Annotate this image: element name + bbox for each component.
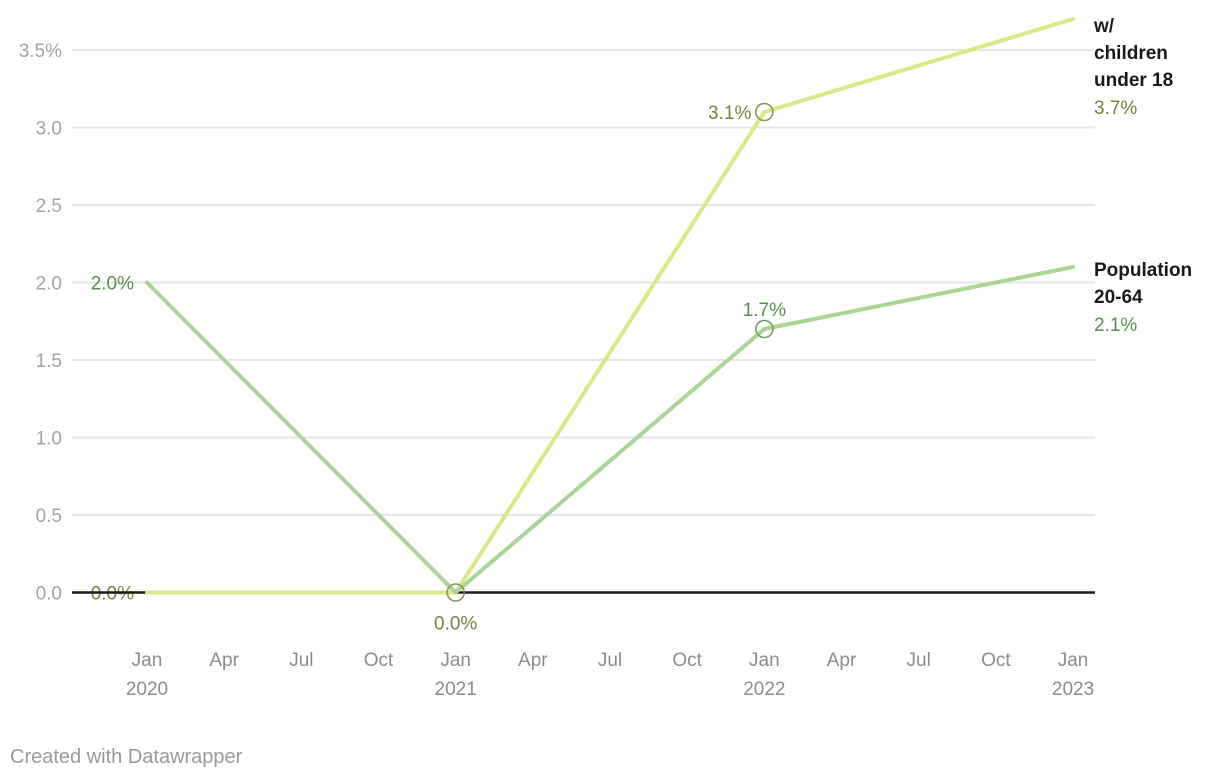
y-tick-label: 1.0 [36,429,62,450]
series-label-population-20-64: Population 20-64 2.1% [1094,257,1212,339]
series-label-children-under-18: w/ children under 18 3.7% [1094,13,1186,122]
x-tick-year: 2020 [126,679,168,700]
point-marker-children-under-18 [446,583,465,602]
line-children-under-18 [145,17,1076,595]
x-tick-month: Oct [981,650,1011,671]
point-marker-children-under-18 [755,102,774,122]
line-chart: 0.0 0.5 1.0 1.5 2.0 2.5 3.0 3.5% 0.0% 0.0% 3.1% 2.0… [19,17,1095,700]
x-tick-year: 2021 [435,679,477,700]
series-end-value-population-20-64: 2.1% [1094,315,1138,336]
series-name-children-under-18: w/ children under 18 [1094,16,1174,91]
point-label: 3.1% [708,103,751,124]
x-tick-month: Apr [827,650,857,671]
x-tick-month: Jan [1058,650,1089,671]
x-tick-month: Jan [749,650,780,671]
series-name-population-20-64: Population 20-64 [1094,260,1193,308]
point-label: 0.0% [91,584,134,605]
y-tick-label: 2.0 [36,274,62,295]
x-tick-month: Jul [907,650,931,671]
x-tick-month: Oct [672,650,702,671]
x-tick-month: Apr [518,650,548,671]
y-tick-label: 2.5 [36,196,62,217]
point-label: 1.7% [743,300,786,321]
x-tick-month: Jan [132,650,163,671]
line-population-20-64 [145,265,1076,595]
x-tick-year: 2022 [743,679,785,700]
x-tick-month: Oct [364,650,394,671]
x-tick-month: Jul [598,650,622,671]
y-tick-label: 1.5 [36,351,62,372]
y-tick-label: 3.5% [19,41,62,62]
y-tick-label: 0.0 [36,584,62,605]
x-tick-year: 2023 [1052,679,1094,700]
point-label: 0.0% [434,614,477,635]
y-tick-label: 0.5 [36,506,62,527]
datawrapper-credit: Created with Datawrapper [10,746,243,768]
x-tick-month: Apr [209,650,239,671]
y-tick-label: 3.0 [36,119,62,140]
point-marker-population-20-64 [755,319,774,339]
series-end-value-children-under-18: 3.7% [1094,98,1138,119]
point-label: 2.0% [91,274,134,295]
x-tick-month: Jan [440,650,471,671]
x-tick-month: Jul [289,650,313,671]
